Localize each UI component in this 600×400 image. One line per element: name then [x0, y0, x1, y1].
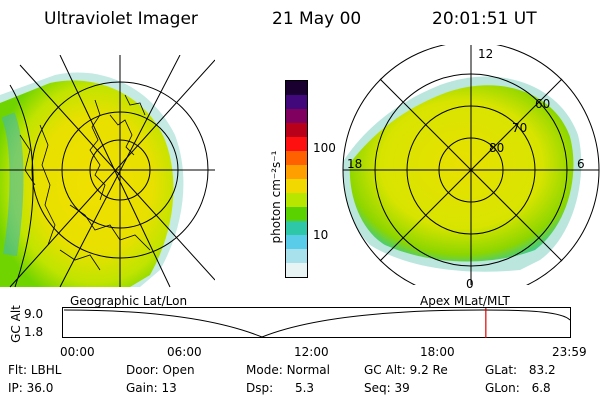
coastlines: [19, 94, 151, 271]
mlt-label-6: 6: [577, 157, 585, 171]
time-tick-2: 12:00: [294, 345, 329, 359]
status-dsp: Dsp: 5.3: [246, 381, 315, 395]
colorbar-segment: [286, 165, 307, 179]
colorbar-segment: [286, 179, 307, 193]
status-seq: Seq: 39: [364, 381, 410, 395]
geographic-panel-label: Geographic Lat/Lon: [70, 294, 188, 308]
observation-date: 21 May 00: [272, 9, 362, 29]
timeline-ymax: 9.0: [24, 307, 44, 321]
time-tick-4: 23:59: [552, 345, 587, 359]
observation-time: 20:01:51 UT: [432, 9, 537, 29]
auroral-oval: [349, 85, 574, 262]
colorbar-segment: [286, 193, 307, 207]
sunlit-earth-disk: [0, 80, 174, 287]
colorbar-segment: [286, 235, 307, 249]
colorbar-segment: [286, 123, 307, 137]
polar-mlat-mlt-image: [342, 45, 600, 285]
time-tick-1: 06:00: [167, 345, 202, 359]
instrument-title: Ultraviolet Imager: [44, 9, 198, 29]
timeline-ymin: 1.8: [24, 325, 44, 339]
mlat-label-80: 80: [489, 141, 505, 155]
status-filter: Flt: LBHL: [8, 363, 62, 377]
apex-panel-label: Apex MLat/MLT: [420, 294, 510, 308]
colorbar-unit-label: photon cm⁻²s⁻¹: [269, 150, 283, 244]
status-ip: IP: 36.0: [8, 381, 54, 395]
mlat-label-70: 70: [512, 121, 528, 135]
colorbar-segment: [286, 81, 307, 95]
mlat-label-60: 60: [535, 97, 551, 111]
colorbar-segment: [286, 207, 307, 221]
intensity-color-bar: [285, 80, 308, 278]
colorbar-segment: [286, 221, 307, 235]
time-tick-3: 18:00: [420, 345, 455, 359]
colorbar-segment: [286, 263, 307, 277]
status-gain: Gain: 13: [126, 381, 177, 395]
altitude-curve: [63, 309, 571, 338]
altitude-timeline: [62, 307, 571, 338]
colorbar-segment: [286, 151, 307, 165]
colorbar-tick-100: 100: [313, 141, 336, 155]
mlt-label-0: 0: [466, 277, 474, 291]
timeline-axis-label: GC Alt: [9, 305, 23, 343]
status-glon: GLon: 6.8: [485, 381, 551, 395]
status-mode: Mode: Normal: [246, 363, 330, 377]
colorbar-segment: [286, 95, 307, 109]
status-gc-alt: GC Alt: 9.2 Re: [364, 363, 448, 377]
time-tick-0: 00:00: [60, 345, 95, 359]
mlt-label-18: 18: [347, 157, 363, 171]
status-glat: GLat: 83.2: [485, 363, 556, 377]
status-door: Door: Open: [126, 363, 195, 377]
geographic-image: [0, 55, 215, 288]
colorbar-segment: [286, 249, 307, 263]
colorbar-segment: [286, 109, 307, 123]
mlt-label-12: 12: [478, 47, 494, 61]
colorbar-segment: [286, 137, 307, 151]
colorbar-tick-10: 10: [313, 228, 329, 242]
